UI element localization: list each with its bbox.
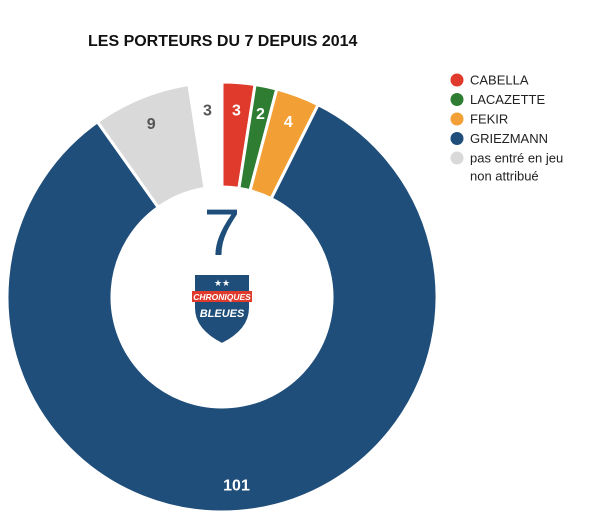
legend-label-4: pas entré en jeu	[470, 151, 563, 166]
legend-swatch-4	[450, 151, 464, 165]
slice-label-pasentre: 9	[147, 116, 156, 133]
center-number: 7	[204, 195, 241, 269]
legend-label-0: CABELLA	[470, 73, 529, 88]
slice-label-nonattr: 3	[203, 103, 212, 120]
chart-title: LES PORTEURS DU 7 DEPUIS 2014	[88, 33, 358, 50]
legend-swatch-1	[450, 93, 464, 106]
logo-line2: BLEUES	[200, 308, 245, 320]
chroniques-bleues-logo: ★★ CHRONIQUES BLEUES	[192, 273, 252, 346]
legend-label-4-line2: non attribué	[470, 169, 539, 184]
legend-swatch-3	[450, 132, 464, 145]
slice-label-fekir: 4	[284, 114, 293, 131]
slice-label-lacazette: 2	[256, 106, 265, 123]
slice-label-griezmann: 101	[223, 477, 250, 494]
logo-stars: ★★	[214, 279, 230, 289]
slice-griezmann	[5, 102, 439, 514]
slices-group	[5, 80, 439, 514]
legend-label-3: GRIEZMANN	[470, 131, 548, 146]
legend-label-2: FEKIR	[470, 112, 508, 127]
legend: CABELLA LACAZETTE FEKIR GRIEZMANN pas entré …	[450, 73, 563, 184]
logo-line1: CHRONIQUES	[193, 292, 251, 302]
legend-label-1: LACAZETTE	[470, 92, 545, 107]
legend-swatch-0	[450, 73, 464, 87]
slice-nonattr	[187, 80, 224, 191]
slice-label-cabella: 3	[232, 103, 241, 120]
legend-swatch-2	[450, 112, 464, 126]
